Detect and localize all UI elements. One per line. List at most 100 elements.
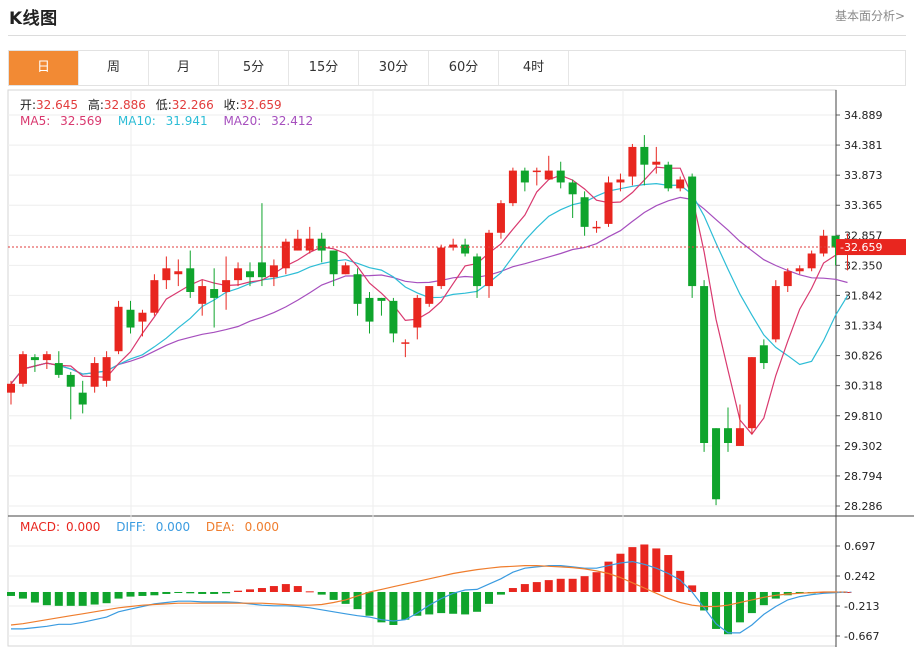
macd-bar: [437, 591, 446, 614]
candle-body: [508, 170, 517, 204]
candle-body: [807, 253, 816, 269]
macd-tick-label: -0.213: [844, 600, 879, 613]
macd-bar: [401, 591, 410, 620]
low-label: 低:: [155, 98, 172, 112]
tab-5min[interactable]: 5分: [219, 51, 289, 85]
last-price-label: -32.659: [840, 241, 882, 254]
candle-body: [162, 268, 171, 281]
price-tick-label: 28.794: [844, 470, 883, 483]
tab-month[interactable]: 月: [149, 51, 219, 85]
macd-bar: [544, 580, 553, 592]
macd-bar: [281, 584, 290, 592]
tab-15min[interactable]: 15分: [289, 51, 359, 85]
candle-body: [544, 170, 553, 180]
dea-line: [10, 564, 848, 626]
candle-body: [664, 164, 673, 189]
macd-bar: [186, 591, 195, 594]
low-value: 32.266: [171, 98, 214, 112]
diff-value: 0.000: [155, 520, 191, 534]
macd-bar: [592, 572, 601, 592]
macd-bar: [329, 591, 338, 600]
candle-body: [150, 280, 159, 313]
tab-30min[interactable]: 30分: [359, 51, 429, 85]
candle-body: [496, 203, 505, 233]
macd-bar: [676, 570, 685, 592]
tab-week[interactable]: 周: [79, 51, 149, 85]
candle-body: [377, 297, 386, 301]
macd-bar: [7, 591, 15, 596]
candle-body: [640, 146, 649, 165]
price-tick-label: 33.873: [844, 169, 883, 182]
candle-body: [413, 297, 422, 328]
candle-body: [174, 271, 183, 275]
macd-bar: [640, 544, 649, 592]
macd-bar: [759, 591, 768, 606]
tab-60min[interactable]: 60分: [429, 51, 499, 85]
open-label: 开:: [20, 98, 37, 112]
candle-body: [449, 244, 458, 248]
macd-bar: [747, 591, 756, 614]
macd-bar: [377, 591, 386, 623]
last-price-badge: [836, 239, 906, 256]
price-tick-label: 28.286: [844, 500, 883, 513]
ma20-readout: MA20: 32.412: [223, 114, 319, 128]
macd-bar: [210, 591, 219, 594]
macd-bar: [234, 590, 243, 592]
ma10-label: MA10:: [117, 114, 156, 128]
macd-bar: [114, 591, 123, 599]
macd-bar: [604, 561, 613, 592]
open-value: 32.645: [36, 98, 79, 112]
candle-body: [580, 197, 589, 227]
candle-body: [735, 428, 744, 446]
candle-body: [210, 289, 219, 298]
candle-body: [485, 232, 493, 287]
candle-body: [700, 286, 709, 443]
tab-4hour[interactable]: 4时: [499, 51, 569, 85]
candle-body: [234, 268, 243, 281]
macd-label: MACD:: [20, 520, 61, 534]
macd-tick-label: 0.697: [844, 540, 876, 553]
macd-bar: [246, 589, 254, 592]
macd-bar: [150, 591, 159, 596]
price-tick-label: 31.842: [844, 289, 883, 302]
price-tick-label: 30.826: [844, 350, 883, 363]
macd-bar: [18, 591, 27, 599]
macd-bar: [198, 591, 207, 594]
tab-day[interactable]: 日: [9, 51, 79, 85]
macd-bar: [461, 591, 470, 615]
macd-bar: [54, 591, 63, 606]
price-tick-label: 34.889: [844, 109, 883, 122]
fundamental-analysis-link[interactable]: 基本面分析>: [834, 9, 905, 23]
ma5-value: 32.569: [60, 114, 103, 128]
candle-body: [389, 300, 398, 334]
macd-bar: [735, 591, 744, 623]
macd-bar: [269, 586, 278, 592]
ma10-value: 31.941: [165, 114, 208, 128]
candle-body: [54, 363, 63, 375]
macd-bar: [138, 591, 147, 596]
macd-bar: [126, 591, 135, 597]
ma20-value: 32.412: [271, 114, 314, 128]
candle-body: [329, 250, 338, 275]
candle-body: [257, 262, 266, 278]
divider: [8, 35, 906, 36]
macd-tick-label: -0.667: [844, 630, 879, 643]
macd-bar: [66, 591, 75, 606]
macd-bar: [162, 591, 171, 594]
macd-bar: [341, 591, 350, 604]
price-tick-label: 31.334: [844, 320, 883, 333]
macd-bar: [305, 591, 314, 593]
candle-body: [759, 345, 768, 364]
ohlc-readout: 开:32.645 高:32.886 低:32.266 收:32.659: [20, 96, 288, 113]
candle-body: [138, 312, 147, 322]
candle-body: [341, 265, 350, 275]
candle-body: [114, 306, 123, 352]
macd-bar: [485, 591, 493, 604]
ma5-readout: MA5: 32.569: [20, 114, 108, 128]
macd-bar: [473, 591, 482, 612]
macd-bar: [449, 591, 458, 614]
candle-body: [747, 357, 756, 429]
ma20-line: [10, 196, 848, 385]
candle-body: [819, 235, 828, 254]
